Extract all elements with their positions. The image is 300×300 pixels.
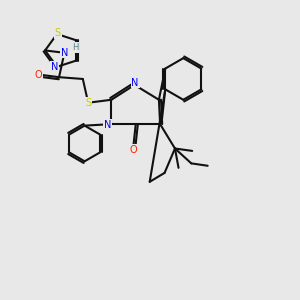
Text: H: H (73, 43, 79, 52)
Text: N: N (51, 62, 58, 72)
Text: N: N (131, 77, 139, 88)
Text: N: N (61, 48, 68, 58)
Text: O: O (130, 145, 137, 155)
Text: N: N (104, 120, 112, 130)
Text: S: S (85, 98, 91, 108)
Text: S: S (55, 28, 61, 38)
Text: O: O (34, 70, 42, 80)
